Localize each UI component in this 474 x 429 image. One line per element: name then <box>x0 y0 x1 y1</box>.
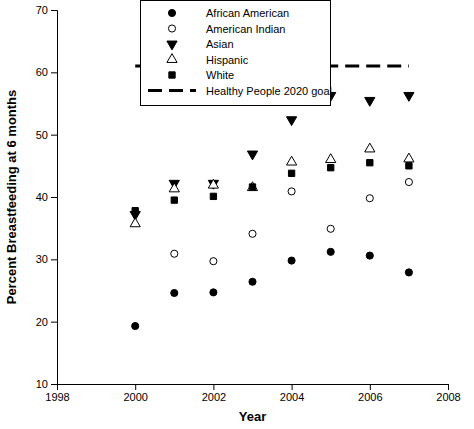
axis-line <box>58 385 449 391</box>
point <box>249 230 256 237</box>
tick-label: 2002 <box>202 391 226 403</box>
point <box>247 151 257 160</box>
point <box>326 154 336 163</box>
legend-label: American Indian <box>206 23 286 35</box>
tick: 70 <box>36 4 57 16</box>
point <box>365 143 375 152</box>
point <box>327 225 334 232</box>
point <box>288 188 295 195</box>
point <box>406 163 412 169</box>
point <box>404 153 414 162</box>
tick-mark <box>51 259 57 260</box>
point <box>405 269 412 276</box>
tick: 40 <box>36 191 57 203</box>
tick-mark <box>51 72 57 73</box>
x-axis: 1998 2000 2002 2004 2006 2008 <box>45 384 460 403</box>
tick: 2002 <box>202 384 226 403</box>
point <box>366 195 373 202</box>
point <box>288 257 295 264</box>
legend-label: African American <box>206 7 289 19</box>
point <box>210 193 216 199</box>
legend: African American American Indian Asian Hisp… <box>141 1 332 106</box>
tick: 2008 <box>436 384 460 403</box>
tick-mark <box>51 197 57 198</box>
tick-mark <box>135 384 136 390</box>
point <box>327 248 334 255</box>
tick-label: 2006 <box>358 391 382 403</box>
point <box>366 252 373 259</box>
tick-mark <box>51 384 57 385</box>
legend-label: White <box>206 69 234 81</box>
tick-mark <box>448 384 449 390</box>
tick-mark <box>292 384 293 390</box>
point <box>287 156 297 165</box>
tick-mark <box>370 384 371 390</box>
tick: 20 <box>36 316 57 328</box>
tick-mark <box>51 10 57 11</box>
point <box>404 92 414 101</box>
tick: 2000 <box>123 384 147 403</box>
x-axis-title: Year <box>239 409 266 424</box>
tick: 60 <box>36 66 57 78</box>
point <box>171 289 178 296</box>
legend-label: Healthy People 2020 goal <box>206 85 332 97</box>
point <box>287 117 297 126</box>
tick: 10 <box>36 378 57 390</box>
point <box>405 178 412 185</box>
point <box>249 184 255 190</box>
point <box>132 208 138 214</box>
tick-label: 40 <box>36 191 48 203</box>
tick-mark <box>51 322 57 323</box>
point <box>247 182 257 191</box>
tick-label: 70 <box>36 4 48 16</box>
tick-label: 30 <box>36 253 48 265</box>
point <box>249 278 256 285</box>
y-axis-title: Percent Breastfeeding at 6 months <box>4 90 19 305</box>
point <box>130 218 140 227</box>
tick-label: 1998 <box>45 391 69 403</box>
legend-key <box>168 9 175 16</box>
tick-label: 10 <box>36 378 48 390</box>
tick-mark <box>51 135 57 136</box>
tick-label: 2004 <box>280 391 304 403</box>
point <box>288 170 294 176</box>
point <box>328 165 334 171</box>
legend-label: Hispanic <box>206 54 249 66</box>
point <box>132 322 139 329</box>
tick-label: 2000 <box>123 391 147 403</box>
tick: 30 <box>36 253 57 265</box>
point <box>210 258 217 265</box>
tick-label: 60 <box>36 66 48 78</box>
tick-mark <box>213 384 214 390</box>
tick: 2006 <box>358 384 382 403</box>
point <box>171 197 177 203</box>
legend-key <box>148 89 196 92</box>
tick-label: 2008 <box>436 391 460 403</box>
chart: 1998 2000 2002 2004 2006 2008 10 20 30 40 50 60 70 Ye… <box>0 0 474 429</box>
legend-label: Asian <box>206 38 234 50</box>
point <box>210 289 217 296</box>
point <box>169 183 179 192</box>
point <box>365 97 375 106</box>
legend-key <box>169 72 175 78</box>
legend-key <box>167 54 177 63</box>
tick-label: 50 <box>36 129 48 141</box>
tick: 50 <box>36 129 57 141</box>
axis-line <box>51 11 58 385</box>
point <box>208 179 218 188</box>
tick: 1998 <box>45 384 69 403</box>
y-axis: 10 20 30 40 50 60 70 <box>36 4 58 390</box>
legend-key <box>167 41 177 50</box>
tick-label: 20 <box>36 316 48 328</box>
legend-key <box>168 25 175 32</box>
point <box>171 250 178 257</box>
point <box>367 160 373 166</box>
tick: 2004 <box>280 384 304 403</box>
